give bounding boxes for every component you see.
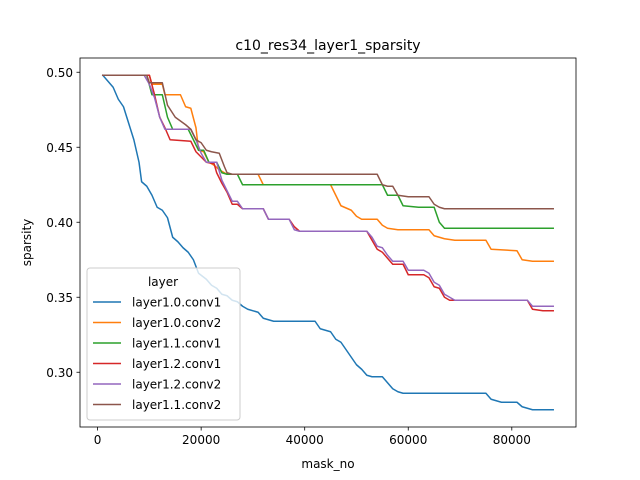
x-tick-label-1: 20000 bbox=[182, 433, 220, 447]
series-line-5 bbox=[102, 74, 554, 210]
legend-label-5: layer1.1.conv2 bbox=[132, 398, 221, 412]
y-tick-label-3: 0.45 bbox=[46, 141, 73, 155]
y-tick-label-0: 0.30 bbox=[46, 366, 73, 380]
chart-title: c10_res34_layer1_sparsity bbox=[235, 38, 420, 54]
series-line-3 bbox=[102, 74, 554, 312]
x-axis-ticks: 0 20000 40000 60000 80000 bbox=[94, 427, 531, 447]
legend-label-3: layer1.2.conv1 bbox=[132, 357, 221, 371]
legend-entries: layer1.0.conv1 layer1.0.conv2 layer1.1.con… bbox=[93, 296, 221, 412]
y-axis-label: sparsity bbox=[20, 219, 34, 267]
x-tick-label-4: 80000 bbox=[493, 433, 531, 447]
x-tick-label-0: 0 bbox=[94, 433, 102, 447]
x-tick-label-3: 60000 bbox=[389, 433, 427, 447]
y-tick-label-2: 0.40 bbox=[46, 216, 73, 230]
y-tick-label-1: 0.35 bbox=[46, 291, 73, 305]
series-line-2 bbox=[102, 74, 554, 229]
legend: layer layer1.0.conv1layer1.0.conv2layer1… bbox=[86, 267, 241, 421]
plot-lines bbox=[101, 74, 554, 411]
legend-label-4: layer1.2.conv2 bbox=[132, 378, 221, 392]
legend-box bbox=[86, 267, 241, 421]
legend-label-1: layer1.0.conv2 bbox=[132, 316, 221, 330]
legend-label-0: layer1.0.conv1 bbox=[132, 296, 221, 310]
legend-title: layer bbox=[148, 275, 178, 289]
y-tick-label-4: 0.50 bbox=[46, 66, 73, 80]
x-tick-label-2: 40000 bbox=[286, 433, 324, 447]
series-line-1 bbox=[102, 74, 554, 262]
legend-label-2: layer1.1.conv1 bbox=[132, 337, 221, 351]
y-axis-ticks: 0.30 0.35 0.40 0.45 0.50 bbox=[46, 66, 80, 380]
x-axis-label: mask_no bbox=[301, 457, 354, 471]
series-line-0 bbox=[101, 74, 554, 411]
plot-frame bbox=[79, 57, 577, 428]
